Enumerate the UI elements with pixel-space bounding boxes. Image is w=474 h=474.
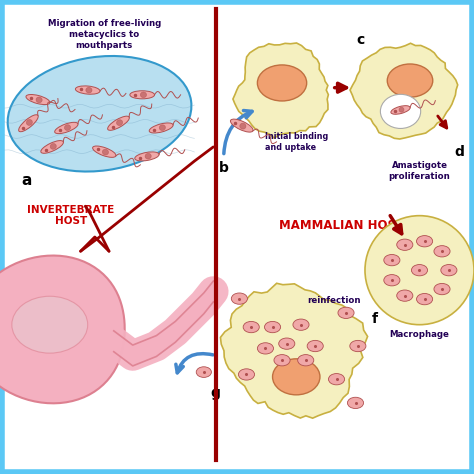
Ellipse shape [307, 340, 323, 352]
Ellipse shape [117, 120, 123, 126]
Polygon shape [233, 43, 328, 138]
Text: g: g [211, 386, 220, 401]
Ellipse shape [399, 107, 404, 112]
Ellipse shape [86, 87, 92, 93]
Ellipse shape [140, 92, 146, 98]
Ellipse shape [441, 264, 457, 276]
Ellipse shape [293, 319, 309, 330]
Ellipse shape [50, 144, 56, 149]
Ellipse shape [102, 149, 109, 155]
Ellipse shape [411, 264, 428, 276]
Ellipse shape [274, 355, 290, 366]
Ellipse shape [328, 374, 345, 385]
Text: a: a [21, 173, 31, 188]
Ellipse shape [387, 64, 433, 97]
Ellipse shape [41, 141, 64, 153]
Ellipse shape [149, 123, 173, 133]
Ellipse shape [257, 65, 307, 101]
Ellipse shape [135, 152, 159, 161]
Ellipse shape [397, 290, 413, 301]
Ellipse shape [298, 355, 314, 366]
Ellipse shape [381, 94, 421, 128]
Ellipse shape [64, 125, 71, 130]
Text: f: f [372, 311, 377, 326]
Ellipse shape [27, 119, 32, 126]
Ellipse shape [240, 123, 246, 129]
Text: Amastigote
proliferation: Amastigote proliferation [389, 161, 450, 181]
Ellipse shape [279, 338, 295, 349]
Ellipse shape [145, 154, 151, 159]
Text: b: b [219, 161, 228, 175]
Ellipse shape [12, 296, 88, 353]
Ellipse shape [397, 239, 413, 250]
Ellipse shape [230, 119, 253, 132]
Ellipse shape [196, 367, 211, 377]
Polygon shape [220, 283, 368, 418]
Ellipse shape [391, 106, 410, 114]
Circle shape [365, 216, 474, 325]
Ellipse shape [75, 86, 100, 94]
Ellipse shape [384, 255, 400, 266]
Ellipse shape [417, 236, 433, 247]
Text: c: c [356, 33, 365, 47]
Ellipse shape [243, 321, 259, 333]
Ellipse shape [26, 94, 50, 105]
Polygon shape [114, 281, 213, 366]
Ellipse shape [36, 97, 42, 103]
Ellipse shape [130, 91, 155, 99]
Ellipse shape [434, 283, 450, 295]
Ellipse shape [8, 56, 191, 172]
Ellipse shape [434, 246, 450, 257]
Text: INVERTEBRATE
HOST: INVERTEBRATE HOST [27, 205, 115, 227]
Ellipse shape [92, 146, 116, 157]
Text: Migration of free-living
metacyclics to
mouthparts: Migration of free-living metacyclics to … [48, 19, 161, 50]
Ellipse shape [159, 125, 165, 130]
Text: MAMMALIAN HOST: MAMMALIAN HOST [279, 219, 404, 232]
Ellipse shape [350, 340, 366, 352]
Ellipse shape [18, 115, 38, 132]
Ellipse shape [417, 293, 433, 305]
Ellipse shape [257, 343, 273, 354]
Text: reinfection: reinfection [308, 297, 361, 305]
Text: d: d [455, 145, 465, 159]
Ellipse shape [231, 293, 247, 304]
Text: Initial binding
and uptake: Initial binding and uptake [265, 132, 328, 152]
Ellipse shape [55, 122, 78, 134]
Ellipse shape [238, 369, 255, 380]
Ellipse shape [347, 397, 364, 409]
Ellipse shape [384, 274, 400, 286]
Polygon shape [0, 255, 125, 403]
Ellipse shape [338, 307, 354, 319]
Ellipse shape [264, 321, 281, 333]
Ellipse shape [273, 359, 320, 395]
Ellipse shape [108, 116, 129, 130]
Text: Macrophage: Macrophage [390, 330, 449, 338]
Polygon shape [350, 43, 458, 139]
